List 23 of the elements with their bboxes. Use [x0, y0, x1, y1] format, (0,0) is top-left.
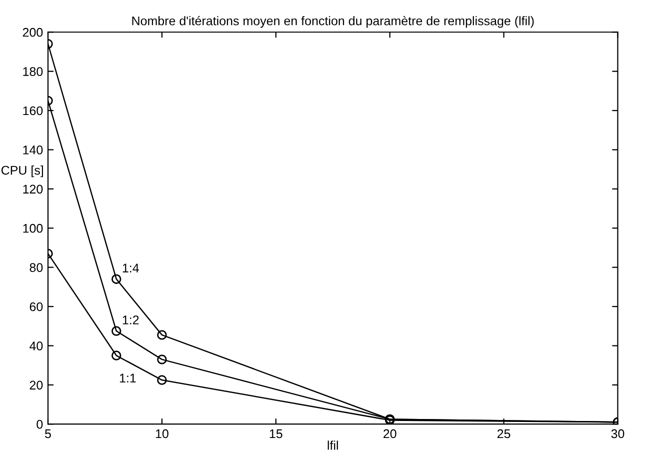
- y-tick-label: 40: [30, 342, 43, 350]
- x-tick-label: 25: [497, 429, 510, 438]
- chart-title: Nombre d'itérations moyen en fonction du paramètre de remplissage (lfil): [132, 16, 534, 28]
- y-tick-label: 120: [23, 184, 43, 194]
- x-tick-label: 10: [156, 429, 168, 438]
- x-tick-label: 5: [45, 429, 51, 438]
- y-tick-label: 80: [30, 263, 43, 272]
- y-tick-label: 60: [30, 302, 43, 312]
- y-tick-label: 0: [36, 420, 43, 429]
- series-label: 1:1: [120, 374, 136, 382]
- x-tick-label: 20: [384, 429, 396, 438]
- y-tick-label: 200: [22, 28, 43, 37]
- y-tick-label: 160: [23, 106, 43, 116]
- x-tick-label: 15: [270, 429, 282, 438]
- x-axis-title: lfil: [328, 440, 338, 450]
- y-tick-label: 100: [23, 224, 43, 233]
- series-label: 1:2: [122, 316, 139, 324]
- x-tick-label: 30: [611, 429, 624, 438]
- y-tick-label: 180: [23, 67, 43, 76]
- y-axis-title: CPU [s]: [1, 166, 43, 178]
- y-tick-label: 140: [23, 146, 43, 154]
- series-label: 1:4: [122, 264, 139, 272]
- y-tick-label: 20: [30, 380, 43, 390]
